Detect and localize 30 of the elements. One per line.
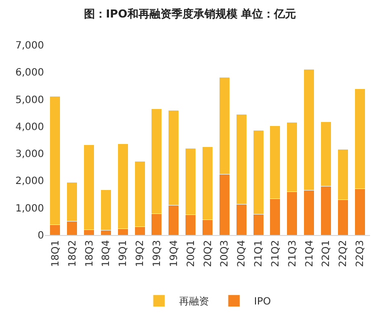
x-tick-label: 18Q4	[101, 240, 112, 267]
y-tick-label: 6,000	[15, 68, 44, 79]
x-tick-label: 21Q3	[287, 240, 298, 267]
x-tick-label: 18Q3	[84, 240, 96, 267]
chart-title: 图：IPO和再融资季度承销规模 单位：亿元	[84, 7, 296, 20]
x-tick-label: 22Q2	[338, 240, 350, 267]
legend-label: 再融资	[179, 296, 209, 308]
x-tick-label: 19Q2	[135, 240, 146, 267]
x-tick-label: 18Q1	[50, 240, 62, 267]
x-tick-label: 19Q1	[118, 240, 130, 267]
x-tick-label: 19Q4	[168, 240, 180, 267]
x-tick-label: 20Q4	[236, 240, 248, 267]
x-tick-label: 22Q1	[321, 240, 332, 267]
y-tick-label: 5,000	[15, 94, 44, 106]
y-tick-label: 0	[38, 230, 44, 242]
x-tick-label: 20Q3	[220, 240, 231, 267]
y-tick-label: 7,000	[15, 40, 44, 52]
x-tick-label: 21Q1	[254, 240, 265, 267]
y-tick-label: 2,000	[15, 176, 44, 188]
y-tick-label: 4,000	[15, 122, 44, 133]
legend-label: IPO	[254, 296, 271, 308]
x-tick-label: 21Q4	[304, 240, 316, 267]
x-tick-label: 20Q2	[202, 240, 214, 267]
y-tick-label: 3,000	[15, 149, 44, 160]
x-tick-label: 18Q2	[67, 240, 78, 267]
x-tick-label: 22Q3	[355, 240, 366, 267]
x-tick-label: 20Q1	[186, 240, 197, 267]
x-tick-label: 21Q2	[270, 240, 282, 267]
y-tick-label: 1,000	[15, 203, 44, 214]
x-tick-label: 19Q3	[152, 240, 163, 267]
